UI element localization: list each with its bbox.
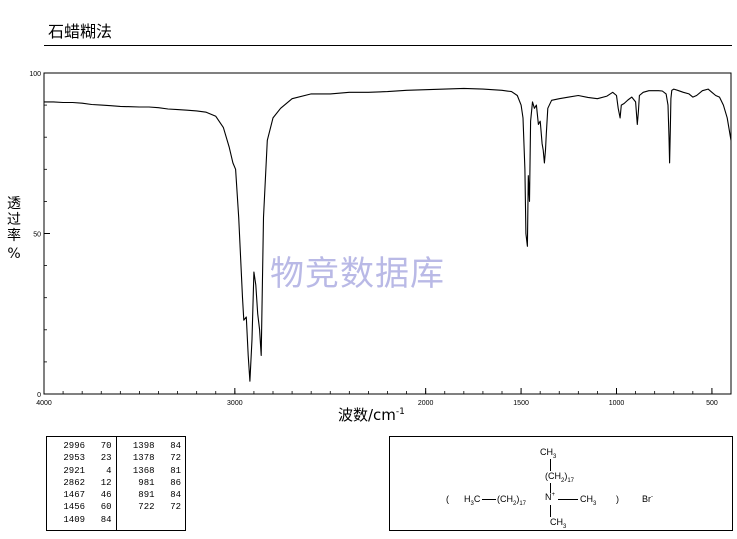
title-divider xyxy=(44,45,732,46)
peak-wavenumber: 1378 xyxy=(132,453,155,464)
structure-bond-right xyxy=(558,499,578,500)
peak-transmittance: 23 xyxy=(100,453,112,464)
watermark-text: 物竞数据库 xyxy=(270,254,445,294)
peak-table-row: 2953 23 xyxy=(51,452,112,464)
peak-wavenumber: 1467 xyxy=(63,490,85,501)
peak-wavenumber: 1398 xyxy=(132,441,155,451)
structure-mid-chain: (CH2)17 xyxy=(497,494,527,507)
peak-table-row: 1456 60 xyxy=(51,501,112,513)
peak-transmittance: 4 xyxy=(106,465,112,476)
structure-counter-ion: Br- xyxy=(642,494,653,504)
structure-bond-bottom xyxy=(550,505,551,517)
ir-spectrum-chart: 4000 3000 2000 1500 1000 500 0 50 100 xyxy=(29,71,732,407)
peak-transmittance: 46 xyxy=(100,490,112,501)
peak-wavenumber: 2862 xyxy=(63,477,85,488)
plot-frame xyxy=(43,72,732,395)
peak-table-row: 722 72 xyxy=(121,501,181,513)
peak-wavenumber: 1456 xyxy=(63,502,85,513)
x-tick-label: 3000 xyxy=(227,400,243,407)
peak-table-row: 2862 12 xyxy=(51,477,112,489)
peak-wavenumber: 722 xyxy=(138,502,155,513)
structure-diagram: CH3 (CH2)17 ( H3C (CH2)17 N+ CH3 ) Br- C… xyxy=(389,436,733,531)
peak-table: 2996 70 2953 23 2921 4 2862 12 1467 46 1456 60 1409 8… xyxy=(46,436,186,531)
structure-bond-chain xyxy=(550,483,551,493)
y-axis-label-char: 过 xyxy=(7,212,21,228)
peak-transmittance: 60 xyxy=(100,502,112,513)
structure-top-ch3: CH3 xyxy=(540,447,557,460)
peak-table-row: 891 84 xyxy=(121,489,181,501)
y-axis-unit: % xyxy=(7,246,21,262)
peak-table-row: 1378 72 xyxy=(121,452,181,464)
peak-wavenumber: 2953 xyxy=(63,453,85,464)
structure-bond-left xyxy=(482,499,496,500)
peak-table-row: 1409 84 xyxy=(51,514,112,526)
peak-table-row: 1467 46 xyxy=(51,489,112,501)
peak-table-row: 2921 4 xyxy=(51,465,112,477)
x-axis-label-sup: -1 xyxy=(395,407,405,417)
structure-bond-top xyxy=(550,459,551,471)
y-tick-label: 100 xyxy=(29,71,41,78)
structure-bottom-ch3: CH3 xyxy=(550,517,567,530)
y-axis-label: 透 过 率 % xyxy=(4,196,24,262)
y-tick-label: 50 xyxy=(33,232,41,239)
x-tick-label: 4000 xyxy=(36,400,52,407)
structure-n-plus: N+ xyxy=(545,492,556,502)
peak-transmittance: 70 xyxy=(100,441,112,451)
peak-transmittance: 84 xyxy=(170,441,181,451)
chart-series xyxy=(44,87,732,382)
peak-wavenumber: 891 xyxy=(138,490,155,501)
peak-wavenumber: 2996 xyxy=(63,441,85,451)
peak-wavenumber: 2921 xyxy=(63,465,85,476)
peak-transmittance: 12 xyxy=(100,477,112,488)
x-axis-label-main: 波数/cm xyxy=(338,406,396,424)
spectrum-line xyxy=(44,87,732,382)
x-axis-label: 波数/cm-1 xyxy=(338,404,405,425)
peak-transmittance: 72 xyxy=(170,453,181,464)
y-tick-label: 0 xyxy=(37,392,41,399)
peak-table-row: 1368 81 xyxy=(121,465,181,477)
x-tick-label: 1500 xyxy=(513,400,529,407)
peak-transmittance: 84 xyxy=(100,514,112,525)
peak-wavenumber: 1368 xyxy=(132,465,155,476)
peak-table-row: 1398 84 xyxy=(121,440,181,452)
structure-h3c: H3C xyxy=(464,494,481,507)
peak-transmittance: 72 xyxy=(170,502,181,513)
structure-top-chain: (CH2)17 xyxy=(545,471,575,484)
chart-axes xyxy=(43,72,732,395)
peak-wavenumber: 1409 xyxy=(63,514,85,525)
peak-transmittance: 81 xyxy=(170,465,181,476)
page-title: 石蜡糊法 xyxy=(48,22,113,41)
y-axis-label-char: 透 xyxy=(7,196,21,212)
peak-table-column: 2996 70 2953 23 2921 4 2862 12 1467 46 1456 60 1409 8… xyxy=(47,437,116,530)
x-tick-label: 2000 xyxy=(418,400,434,407)
y-axis-label-char: 率 xyxy=(7,228,21,244)
structure-left-paren: ( xyxy=(446,494,449,504)
x-tick-label: 500 xyxy=(706,400,718,407)
peak-table-row: 981 86 xyxy=(121,477,181,489)
structure-right-ch3: CH3 xyxy=(580,494,597,507)
peak-table-column: 1398 84 1378 72 1368 81 981 86 891 84 722 72 xyxy=(115,437,186,530)
peak-table-row: 2996 70 xyxy=(51,440,112,452)
chart-ticks: 4000 3000 2000 1500 1000 500 0 50 100 xyxy=(29,71,718,407)
peak-transmittance: 84 xyxy=(170,490,181,501)
x-tick-label: 1000 xyxy=(609,400,625,407)
peak-transmittance: 86 xyxy=(170,477,181,488)
structure-right-paren: ) xyxy=(616,494,619,504)
peak-wavenumber: 981 xyxy=(138,477,155,488)
